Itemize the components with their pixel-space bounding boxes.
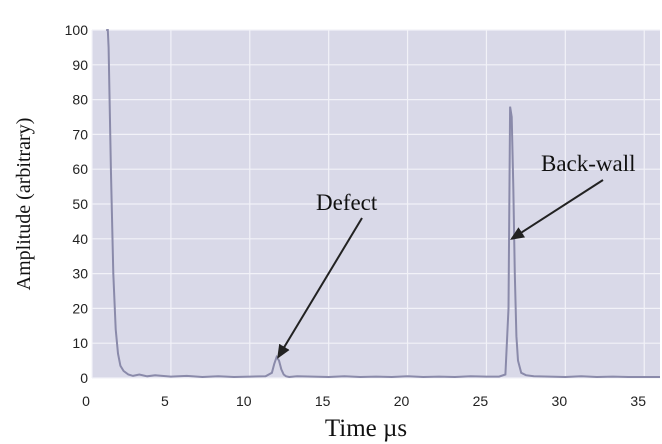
x-tick-label: 15 [315,393,331,409]
y-tick-label: 40 [72,231,88,247]
annotation-backwall-label: Back-wall [541,151,636,176]
x-tick-label: 10 [236,393,252,409]
y-tick-label: 10 [72,335,88,351]
y-tick-label: 0 [80,370,88,386]
y-tick-label: 20 [72,300,88,316]
annotation-defect-arrow [277,217,363,359]
annotation-defect-label: Defect [316,190,378,215]
x-axis-title: Time µs [325,415,407,442]
x-tick-label: 0 [82,393,90,409]
y-tick-label: 50 [72,196,88,212]
series-line [106,29,660,379]
y-tick-label: 70 [72,126,88,142]
annotation-defect: Defect [277,190,378,359]
x-tick-label: 5 [161,393,169,409]
annotation-backwall: Back-wall [510,151,636,240]
x-tick-label: 35 [630,393,646,409]
y-tick-label: 90 [72,57,88,73]
grid [91,29,660,379]
y-tick-label: 60 [72,161,88,177]
y-axis-title: Amplitude (arbitrary) [13,118,35,291]
y-tick-label: 80 [72,92,88,108]
y-tick-label: 100 [65,22,89,38]
x-tick-label: 20 [394,393,410,409]
y-tick-label: 30 [72,266,88,282]
x-axis: 0 5 10 15 20 25 30 35 [82,393,646,409]
x-tick-label: 25 [473,393,489,409]
x-tick-label: 30 [552,393,568,409]
annotation-backwall-arrow [510,179,604,240]
y-axis: 0 10 20 30 40 50 60 70 80 90 100 [65,22,89,386]
